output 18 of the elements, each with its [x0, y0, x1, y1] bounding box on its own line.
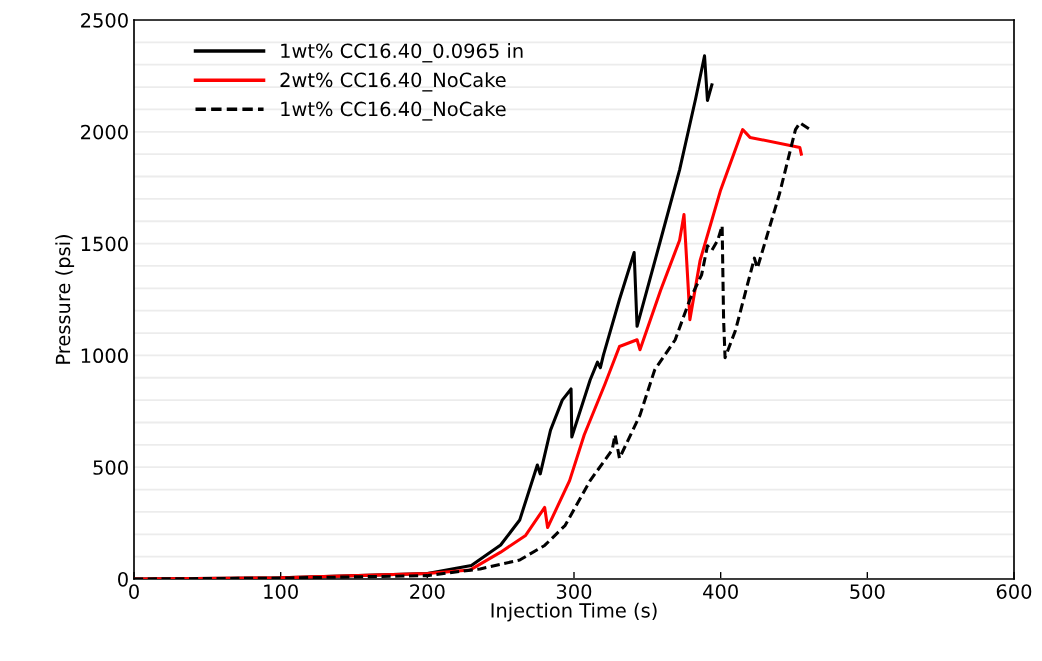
x-tick-label: 200 [410, 584, 445, 599]
x-tick-label: 600 [996, 584, 1032, 599]
legend-label: 2wt% CC16.40_NoCake [280, 72, 506, 92]
x-tick-label: 0 [129, 584, 139, 599]
y-tick-label: 1000 [81, 348, 128, 364]
legend-label: 1wt% CC16.40_NoCake [281, 101, 506, 121]
y-axis-title: Pressure (psi) [55, 235, 75, 364]
x-tick-label: 300 [556, 584, 592, 599]
x-tick-label: 500 [850, 584, 885, 599]
legend-label: 1wt% CC16.40_0.0965 in [281, 43, 523, 63]
y-tick-label: 2500 [81, 12, 128, 28]
x-axis-title: Injection Time (s) [491, 602, 657, 622]
y-tick-label: 2000 [81, 124, 128, 140]
y-tick-label: 0 [118, 571, 128, 587]
x-tick-label: 100 [264, 584, 298, 599]
y-tick-label: 500 [93, 460, 128, 475]
y-tick-label: 1500 [81, 236, 128, 252]
x-tick-label: 400 [703, 584, 738, 599]
